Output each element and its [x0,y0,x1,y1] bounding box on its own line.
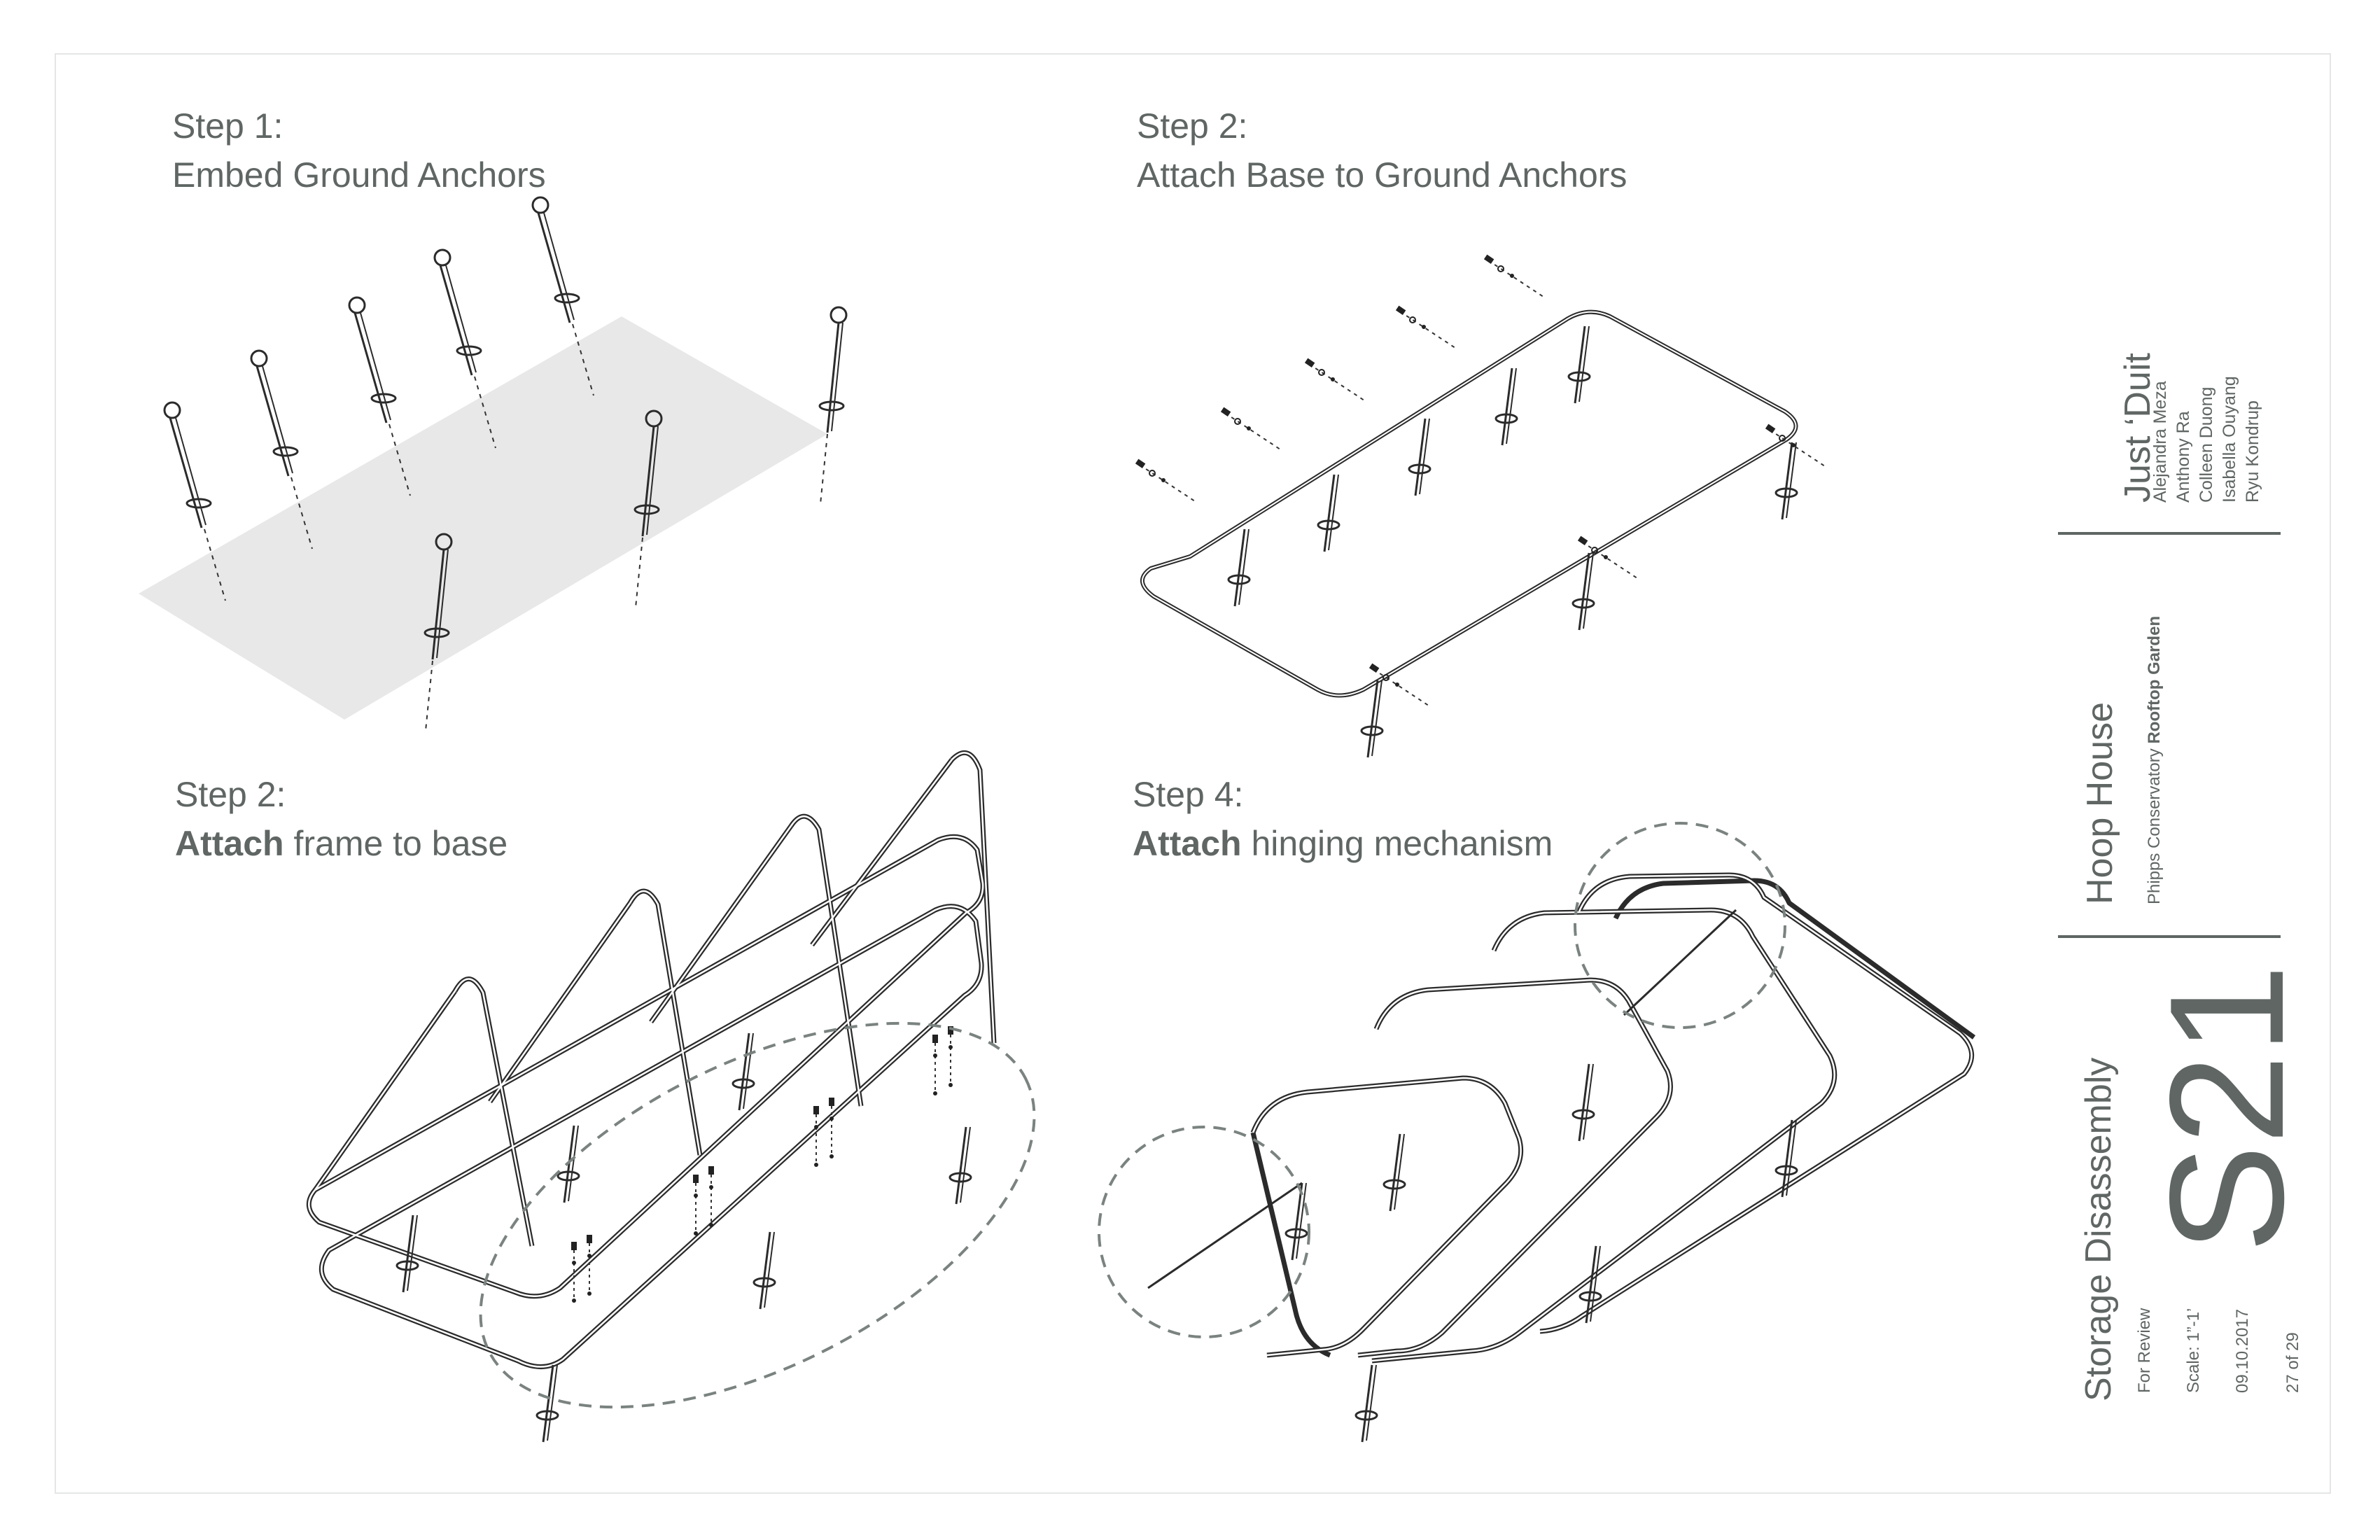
frame-bolt [828,1097,835,1159]
team-member: Isabella Ouyang [2220,376,2239,503]
base-anchor [1494,367,1518,447]
base-anchor [1774,441,1798,521]
divider [2058,935,2281,938]
frame-bolt [708,1166,715,1228]
step-2-drawing [1134,253,1828,759]
ground-plane [139,316,827,720]
hinge-strut [1147,1182,1303,1289]
base-anchor [1408,417,1432,497]
step-4-heading: Step 4: Attach hinging mechanism [1133,770,1553,868]
scale-label: Scale: 1”-1’ [2184,1308,2203,1393]
hinge-anchor [1572,1063,1595,1142]
hinge-anchor [1354,1364,1378,1443]
base-anchor [1227,528,1251,608]
frame-bolt [947,1026,954,1088]
hinge-callout [1574,822,1786,1029]
step-4-label: Step 4: [1133,775,1244,814]
hinge-callout [1098,1126,1310,1338]
step-1-drawing [139,196,848,732]
step-4-description: Attach hinging mechanism [1133,824,1553,863]
callout-ellipse [479,1021,1036,1409]
step-3-description: Attach frame to base [175,824,508,863]
hinge-strut [1623,909,1737,1016]
team-member: Anthony Ra [2174,411,2193,503]
client-name: Phipps Conservatory Rooftop Garden [2145,615,2164,904]
bolt-hardware [1303,357,1367,402]
frame-bolt [692,1174,699,1236]
date-label: 09.10.2017 [2233,1308,2252,1393]
divider [2058,532,2281,535]
bolt-hardware [1394,304,1458,350]
status-label: For Review [2135,1308,2154,1393]
base-anchor [1567,325,1591,405]
step-2-heading: Step 2: Attach Base to Ground Anchors [1137,102,1627,200]
page-count: 27 of 29 [2283,1332,2302,1393]
project-name: Hoop House [2080,701,2120,904]
team-member: Colleen Duong [2197,386,2216,503]
team-members: Alejandra Meza Anthony Ra Colleen Duong … [2149,376,2264,503]
bolt-hardware [1134,458,1198,503]
sheet-number: S21 [2136,964,2318,1253]
bolt-hardware [1483,253,1546,299]
step-3-label: Step 2: [175,775,286,814]
base-anchor [1317,473,1340,553]
step-1-heading: Step 1: Embed Ground Anchors [172,102,546,200]
frame-bolt [813,1105,820,1168]
team-member: Ryu Kondrup [2243,400,2262,503]
frame-anchor [396,1214,419,1294]
team-member: Alejandra Meza [2150,381,2170,503]
frame-anchor [752,1231,776,1310]
sheet-border [55,53,2331,1494]
hinge-anchor [1284,1182,1308,1261]
frame-anchor [948,1126,972,1205]
step-2-description: Attach Base to Ground Anchors [1137,155,1628,195]
step-1-description: Embed Ground Anchors [172,155,546,195]
step-3-drawing [306,750,1036,1443]
step-1-label: Step 1: [172,106,284,146]
sheet-title: Storage Disassembly [2078,1057,2119,1401]
ground-anchor [818,306,848,505]
frame-anchor [732,1032,755,1112]
step-2-label: Step 2: [1137,106,1248,146]
base-anchor [1360,679,1384,759]
hinge-anchor [1382,1133,1406,1212]
frame-anchor [536,1364,559,1443]
step-4-drawing [1098,822,1976,1443]
frame-bolt [932,1034,939,1096]
bolt-hardware [1219,406,1283,451]
step-3-heading: Step 2: Attach frame to base [175,770,507,868]
